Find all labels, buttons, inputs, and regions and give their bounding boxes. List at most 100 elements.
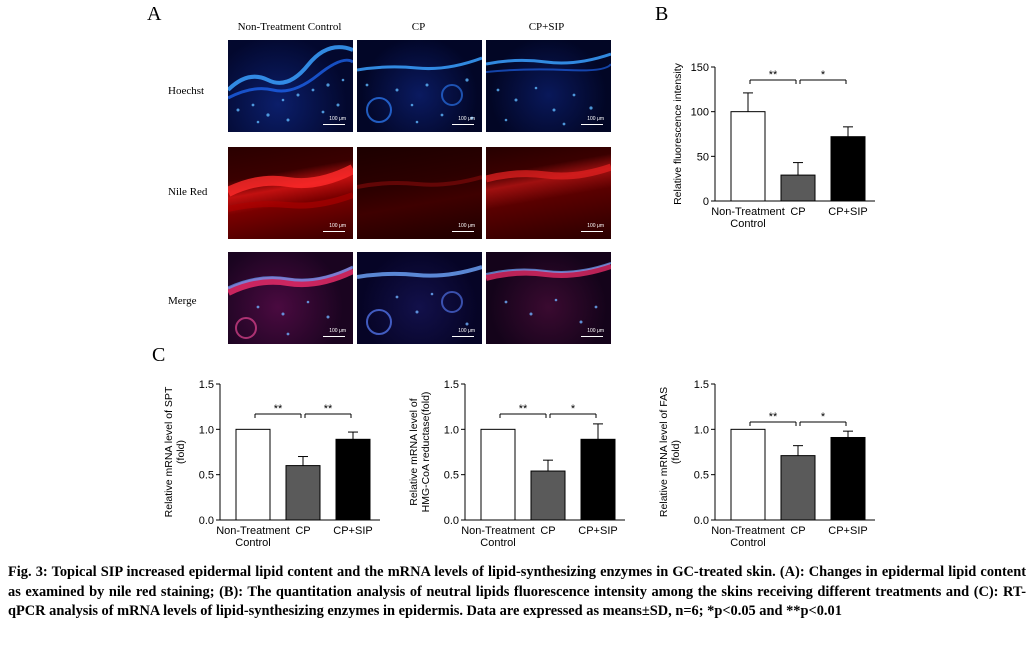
y-axis-label: Relative mRNA level of FAS	[658, 387, 670, 517]
category-label: CP+SIP	[578, 525, 617, 537]
y-axis-label: Relative mRNA level of SPT	[163, 386, 175, 517]
category-label: CP	[790, 206, 805, 218]
bar	[730, 428, 766, 521]
y-tick-label: 0	[703, 196, 709, 208]
panel-letter-a: A	[147, 3, 162, 25]
category-label: Non-Treatment	[711, 525, 785, 537]
y-tick-label: 1.0	[199, 424, 214, 436]
bar	[780, 174, 816, 202]
column-header-cp: CP	[411, 21, 426, 33]
category-label: CP	[540, 525, 555, 537]
y-tick-label: 150	[691, 62, 709, 74]
y-tick-label: 0.5	[199, 470, 214, 482]
scale-bar-label: 100 μm	[329, 116, 346, 122]
significance-label: **	[769, 69, 778, 81]
micrograph-merge-control: 100 μm	[228, 252, 353, 344]
significance-label: *	[571, 403, 576, 415]
y-tick-label: 1.0	[694, 424, 709, 436]
y-tick-label: 0.0	[199, 515, 214, 527]
significance-label: **	[324, 403, 333, 415]
category-label: Non-Treatment	[216, 525, 290, 537]
category-label: Non-Treatment	[461, 525, 535, 537]
y-tick-label: 1.5	[694, 379, 709, 391]
significance-label: *	[821, 411, 826, 423]
micrograph-nilered-cp: 100 μm	[357, 147, 482, 239]
bar	[730, 111, 766, 202]
micrograph-nilered-control: 100 μm	[228, 147, 353, 239]
chart-fas-mrna: 0.0 0.5 1.0 1.5 Relative mRNA level of FAS (f…	[658, 379, 875, 549]
row-label-nile-red: Nile Red	[168, 186, 208, 198]
bar	[830, 136, 866, 202]
scale-bar	[452, 124, 474, 125]
scale-bar	[323, 336, 345, 337]
micrograph-hoechst-control: 100 μm	[228, 40, 353, 132]
scale-bar-label: 100 μm	[458, 116, 475, 122]
y-tick-label: 1.5	[444, 379, 459, 391]
micrograph-merge-cp: 100 μm	[357, 252, 482, 344]
y-tick-label: 100	[691, 107, 709, 119]
column-header-control: Non-Treatment Control	[237, 21, 342, 33]
scale-bar	[581, 231, 603, 232]
panel-letter-b: B	[655, 3, 669, 25]
category-label: Control	[730, 218, 765, 230]
y-tick-label: 1.0	[444, 424, 459, 436]
scale-bar-label: 100 μm	[587, 223, 604, 229]
significance-label: *	[821, 69, 826, 81]
scale-bar-label: 100 μm	[587, 116, 604, 122]
y-tick-label: 0.5	[444, 470, 459, 482]
scale-bar	[452, 231, 474, 232]
y-axis-label: HMG-CoA reductase(fold)	[420, 392, 432, 513]
bar	[235, 428, 271, 521]
category-label: CP+SIP	[828, 206, 867, 218]
y-tick-label: 0.5	[694, 470, 709, 482]
scale-bar	[323, 124, 345, 125]
micrograph-nilered-cp-sip: 100 μm	[486, 147, 611, 239]
scale-bar	[581, 124, 603, 125]
micrograph-merge-cp-sip: 100 μm	[486, 252, 611, 344]
bar	[480, 428, 516, 521]
scale-bar-label: 100 μm	[458, 328, 475, 334]
bar	[335, 438, 371, 521]
y-tick-label: 0.0	[444, 515, 459, 527]
scale-bar-label: 100 μm	[587, 328, 604, 334]
chart-relative-fluorescence: 0 50 100 150 Relative fluorescence intensity…	[672, 62, 875, 230]
category-label: Control	[235, 537, 270, 549]
y-axis-label: Relative mRNA level of	[408, 398, 420, 505]
category-label: CP+SIP	[828, 525, 867, 537]
bar	[285, 465, 321, 521]
micrograph-hoechst-cp: 100 μm	[357, 40, 482, 132]
significance-label: **	[519, 403, 528, 415]
bar	[580, 438, 616, 521]
bar	[530, 470, 566, 521]
figure-caption: Fig. 3: Topical SIP increased epidermal …	[8, 564, 1026, 619]
category-label: CP+SIP	[333, 525, 372, 537]
y-tick-label: 50	[697, 151, 709, 163]
category-label: Non-Treatment	[711, 206, 785, 218]
y-axis-label: (fold)	[670, 440, 682, 464]
y-axis-label: (fold)	[175, 440, 187, 464]
y-axis-label: Relative fluorescence intensity	[672, 62, 684, 205]
category-label: Control	[480, 537, 515, 549]
scale-bar-label: 100 μm	[329, 328, 346, 334]
scale-bar	[452, 336, 474, 337]
category-label: Control	[730, 537, 765, 549]
bar	[830, 436, 866, 521]
category-label: CP	[790, 525, 805, 537]
micrograph-hoechst-cp-sip: 100 μm	[486, 40, 611, 132]
scale-bar	[581, 336, 603, 337]
row-label-hoechst: Hoechst	[168, 85, 205, 97]
bar	[780, 455, 816, 521]
chart-spt-mrna: 0.0 0.5 1.0 1.5 Relative mRNA level of SPT (f…	[163, 379, 380, 549]
scale-bar	[323, 231, 345, 232]
significance-label: **	[274, 403, 283, 415]
category-label: CP	[295, 525, 310, 537]
y-tick-label: 1.5	[199, 379, 214, 391]
row-label-merge: Merge	[168, 295, 197, 307]
chart-hmgcoa-mrna: 0.0 0.5 1.0 1.5 Relative mRNA level of HMG-Co…	[408, 379, 625, 549]
scale-bar-label: 100 μm	[458, 223, 475, 229]
significance-label: **	[769, 411, 778, 423]
scale-bar-label: 100 μm	[329, 223, 346, 229]
y-tick-label: 0.0	[694, 515, 709, 527]
panel-letter-c: C	[152, 344, 166, 366]
column-header-cp-sip: CP+SIP	[528, 21, 565, 33]
